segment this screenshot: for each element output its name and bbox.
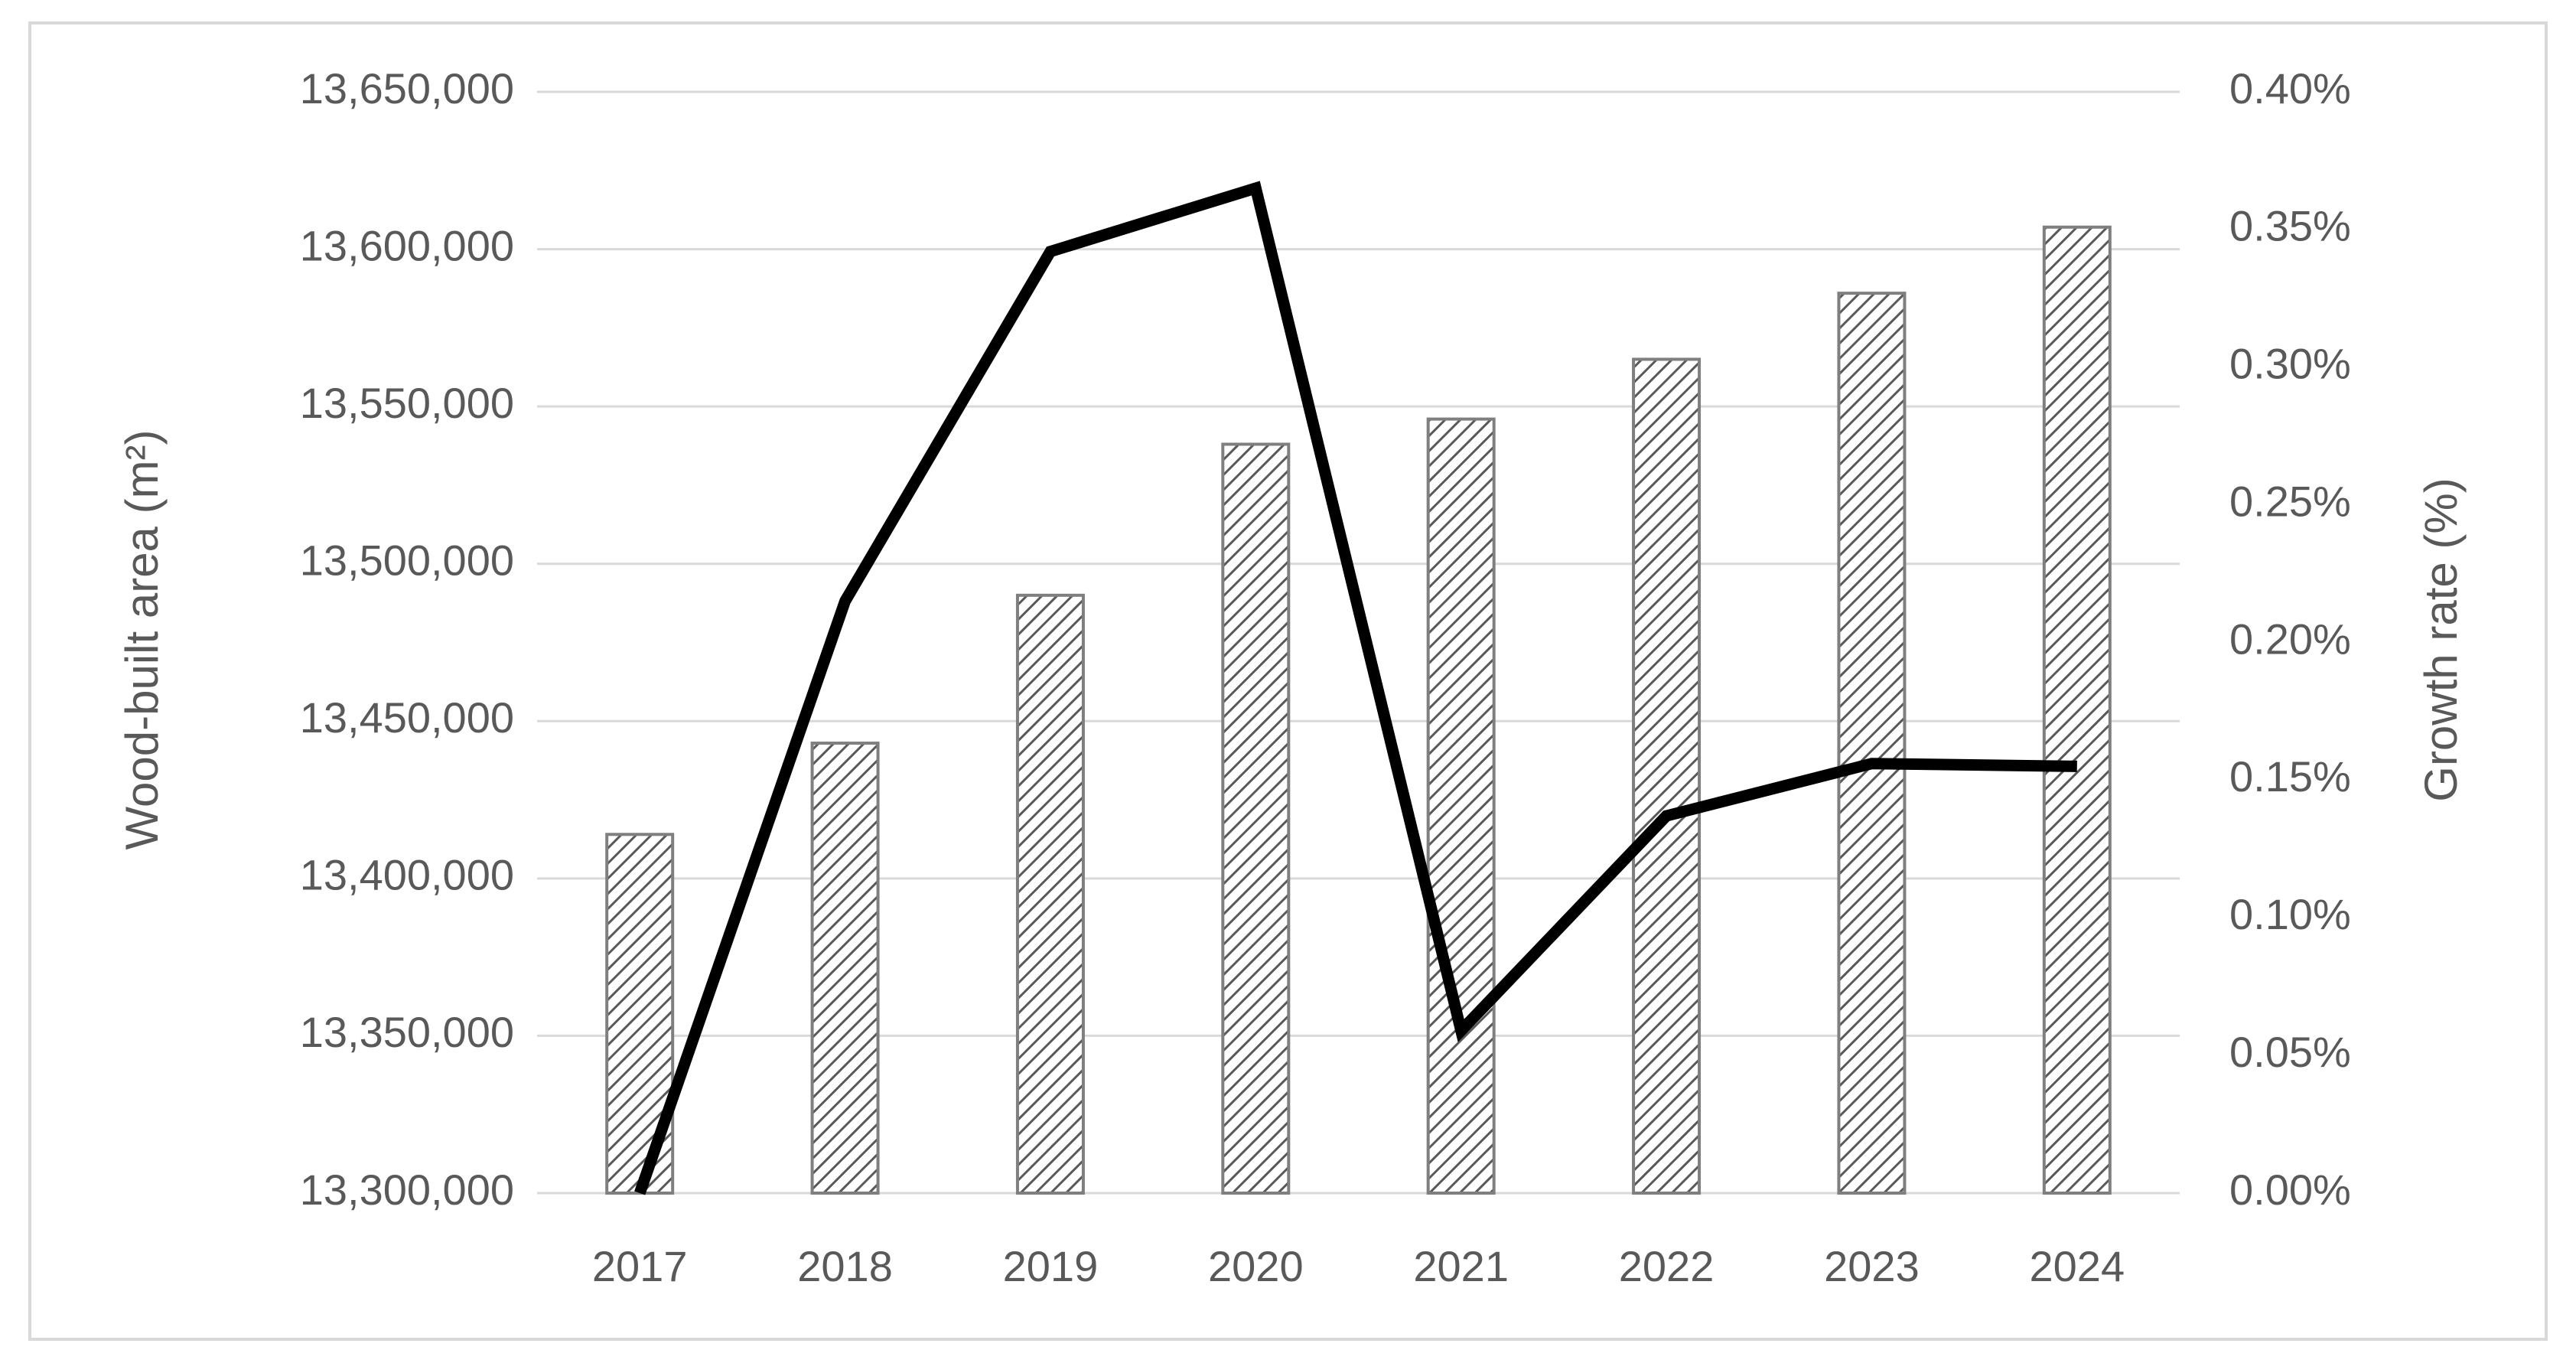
x-tick-label: 2019 — [1003, 1242, 1099, 1290]
bar — [1426, 417, 1496, 1195]
y-tick-label: 13,600,000 — [300, 221, 514, 269]
y-tick-label: 13,450,000 — [300, 693, 514, 742]
y2-axis-label: Growth rate (%) — [2415, 478, 2467, 801]
y-tick-label: 13,550,000 — [300, 379, 514, 427]
x-tick-label: 2021 — [1413, 1242, 1509, 1290]
bar — [1632, 357, 1702, 1195]
y2-tick-label: 0.05% — [2229, 1028, 2351, 1076]
line — [634, 181, 2077, 1195]
y-tick-label: 13,650,000 — [300, 64, 514, 112]
y2-tick-label: 0.10% — [2229, 890, 2351, 938]
y-tick-label: 13,300,000 — [300, 1166, 514, 1214]
x-tick-label: 2023 — [1824, 1242, 1920, 1290]
bar — [810, 742, 880, 1195]
x-tick-label: 2024 — [2030, 1242, 2125, 1290]
y-tick-label: 13,500,000 — [300, 536, 514, 585]
y-axis-label: Wood-built area (m²) — [116, 429, 168, 849]
y2-tick-label: 0.00% — [2229, 1166, 2351, 1214]
x-tick-label: 2018 — [797, 1242, 893, 1290]
y2-tick-label: 0.30% — [2229, 340, 2351, 388]
y2-tick-label: 0.40% — [2229, 64, 2351, 112]
y2-tick-label: 0.15% — [2229, 752, 2351, 801]
y-tick-label: 13,400,000 — [300, 851, 514, 899]
x-tick-label: 2017 — [592, 1242, 688, 1290]
bar — [1221, 442, 1291, 1195]
x-tick-label: 2020 — [1208, 1242, 1304, 1290]
bar — [1015, 593, 1085, 1195]
x-tick-label: 2022 — [1619, 1242, 1715, 1290]
bar — [2042, 225, 2112, 1195]
y2-tick-label: 0.35% — [2229, 202, 2351, 250]
y-tick-label: 13,350,000 — [300, 1008, 514, 1056]
bar — [1837, 292, 1907, 1195]
y2-tick-label: 0.20% — [2229, 615, 2351, 663]
y2-tick-label: 0.25% — [2229, 477, 2351, 525]
